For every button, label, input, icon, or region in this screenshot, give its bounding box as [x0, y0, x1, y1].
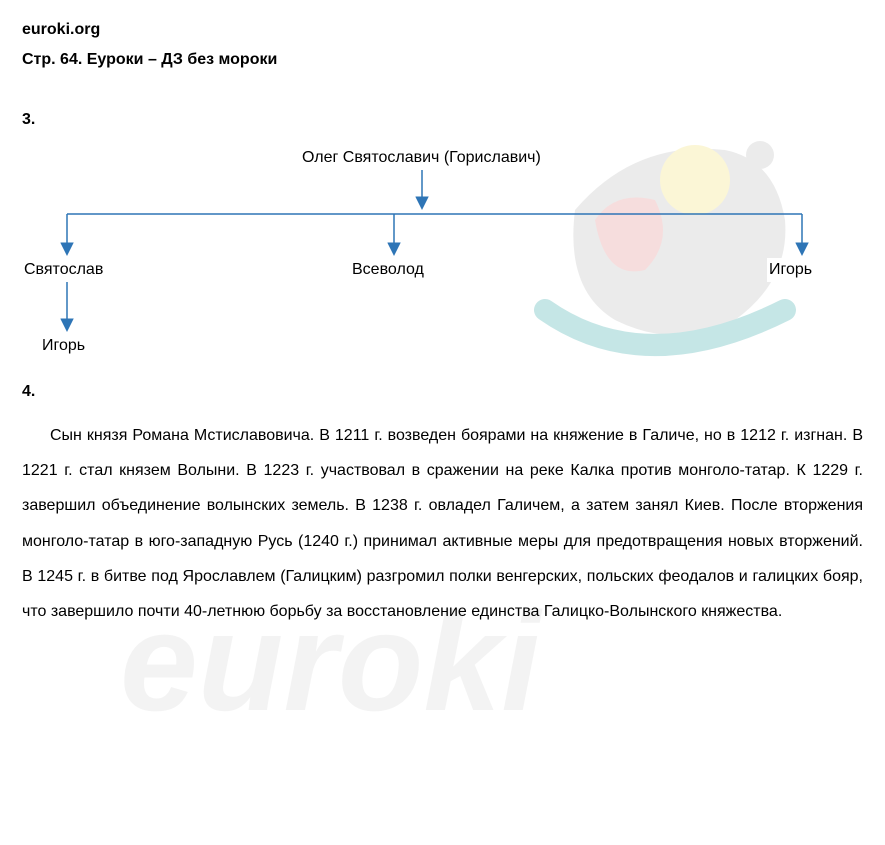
- section4-paragraph: Сын князя Романа Мстиславовича. В 1211 г…: [22, 418, 863, 629]
- tree-connectors: [22, 146, 842, 356]
- site-url: euroki.org: [22, 18, 863, 42]
- tree-child-2: Всеволод: [350, 258, 426, 282]
- content-wrapper: euroki.org Стр. 64. Еуроки – ДЗ без моро…: [22, 18, 863, 629]
- section4-number: 4.: [22, 380, 863, 404]
- tree-child-1: Святослав: [22, 258, 105, 282]
- tree-child-3: Игорь: [767, 258, 814, 282]
- tree-grandchild: Игорь: [40, 334, 87, 358]
- tree-root-node: Олег Святославич (Гориславич): [300, 146, 543, 170]
- section3-number: 3.: [22, 108, 863, 132]
- family-tree: Олег Святославич (Гориславич) Святослав …: [22, 146, 842, 356]
- page-heading: Стр. 64. Еуроки – ДЗ без мороки: [22, 48, 863, 72]
